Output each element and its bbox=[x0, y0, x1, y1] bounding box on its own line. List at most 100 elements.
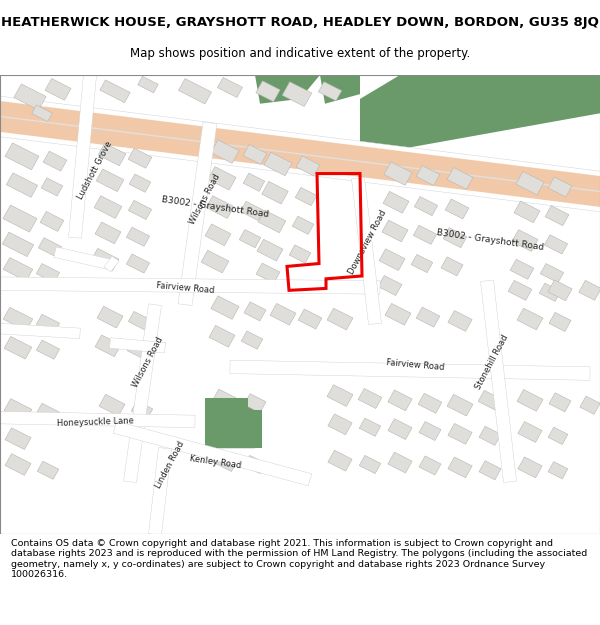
Polygon shape bbox=[0, 100, 600, 208]
Polygon shape bbox=[14, 84, 46, 110]
Polygon shape bbox=[385, 303, 411, 325]
Polygon shape bbox=[239, 229, 261, 248]
Polygon shape bbox=[327, 385, 353, 406]
Polygon shape bbox=[319, 82, 341, 101]
Polygon shape bbox=[548, 280, 572, 301]
Text: B3002 - Grayshott Road: B3002 - Grayshott Road bbox=[161, 195, 269, 219]
Polygon shape bbox=[378, 276, 402, 296]
Polygon shape bbox=[518, 422, 542, 442]
Polygon shape bbox=[128, 148, 152, 168]
Text: Wilsons Road: Wilsons Road bbox=[131, 336, 165, 389]
Text: Kenley Road: Kenley Road bbox=[188, 454, 241, 471]
Polygon shape bbox=[178, 79, 212, 104]
Polygon shape bbox=[388, 390, 412, 411]
Polygon shape bbox=[4, 336, 32, 359]
Polygon shape bbox=[327, 308, 353, 330]
Polygon shape bbox=[96, 169, 124, 192]
Polygon shape bbox=[37, 264, 59, 282]
Polygon shape bbox=[416, 166, 440, 186]
Polygon shape bbox=[5, 428, 31, 449]
Polygon shape bbox=[383, 191, 409, 213]
Polygon shape bbox=[131, 401, 153, 419]
Polygon shape bbox=[3, 205, 37, 232]
Polygon shape bbox=[68, 74, 97, 238]
Polygon shape bbox=[416, 307, 440, 327]
Polygon shape bbox=[415, 196, 437, 216]
Polygon shape bbox=[205, 224, 231, 246]
Polygon shape bbox=[517, 389, 543, 411]
Polygon shape bbox=[5, 454, 31, 476]
Polygon shape bbox=[549, 392, 571, 412]
Polygon shape bbox=[548, 462, 568, 479]
Polygon shape bbox=[295, 188, 317, 206]
Polygon shape bbox=[296, 156, 320, 176]
Polygon shape bbox=[37, 340, 59, 359]
Polygon shape bbox=[419, 421, 441, 441]
Polygon shape bbox=[110, 338, 166, 353]
Polygon shape bbox=[37, 314, 59, 333]
Polygon shape bbox=[124, 304, 161, 482]
Polygon shape bbox=[127, 227, 149, 246]
Polygon shape bbox=[352, 177, 382, 324]
Polygon shape bbox=[43, 151, 67, 171]
Polygon shape bbox=[37, 461, 59, 479]
Polygon shape bbox=[441, 257, 463, 276]
Polygon shape bbox=[517, 308, 543, 330]
Polygon shape bbox=[113, 421, 312, 486]
Polygon shape bbox=[258, 210, 286, 232]
Polygon shape bbox=[479, 461, 501, 480]
Text: Honeysuckle Lane: Honeysuckle Lane bbox=[56, 416, 134, 428]
Polygon shape bbox=[548, 177, 572, 197]
Polygon shape bbox=[241, 331, 263, 349]
Text: Contains OS data © Crown copyright and database right 2021. This information is : Contains OS data © Crown copyright and d… bbox=[11, 539, 587, 579]
Polygon shape bbox=[539, 283, 561, 301]
Polygon shape bbox=[411, 254, 433, 272]
Polygon shape bbox=[100, 80, 130, 102]
Polygon shape bbox=[95, 222, 121, 244]
Text: HEATHERWICK HOUSE, GRAYSHOTT ROAD, HEADLEY DOWN, BORDON, GU35 8JQ: HEATHERWICK HOUSE, GRAYSHOTT ROAD, HEADL… bbox=[1, 16, 599, 29]
Text: Linden Road: Linden Road bbox=[154, 439, 186, 489]
Polygon shape bbox=[97, 306, 123, 328]
Polygon shape bbox=[127, 341, 149, 359]
Polygon shape bbox=[206, 196, 234, 218]
Text: Fairview Road: Fairview Road bbox=[155, 281, 214, 296]
Polygon shape bbox=[548, 427, 568, 444]
Polygon shape bbox=[211, 140, 239, 163]
Polygon shape bbox=[244, 302, 266, 321]
Polygon shape bbox=[244, 394, 266, 412]
Polygon shape bbox=[37, 403, 59, 422]
Polygon shape bbox=[388, 419, 412, 439]
Polygon shape bbox=[208, 167, 236, 190]
Polygon shape bbox=[243, 144, 267, 164]
Polygon shape bbox=[217, 78, 242, 98]
Polygon shape bbox=[447, 394, 473, 416]
Polygon shape bbox=[41, 178, 63, 196]
Polygon shape bbox=[95, 335, 121, 357]
Polygon shape bbox=[359, 418, 381, 436]
Polygon shape bbox=[384, 162, 412, 185]
Polygon shape bbox=[54, 247, 111, 269]
Polygon shape bbox=[298, 309, 322, 329]
Polygon shape bbox=[149, 448, 172, 535]
Polygon shape bbox=[0, 411, 195, 428]
Polygon shape bbox=[0, 277, 380, 294]
Polygon shape bbox=[128, 201, 152, 219]
Polygon shape bbox=[7, 173, 38, 198]
Polygon shape bbox=[448, 311, 472, 331]
Polygon shape bbox=[510, 259, 534, 279]
Polygon shape bbox=[211, 296, 239, 319]
Polygon shape bbox=[257, 239, 283, 261]
Polygon shape bbox=[282, 82, 312, 106]
Polygon shape bbox=[359, 456, 381, 474]
Polygon shape bbox=[448, 424, 472, 444]
Polygon shape bbox=[518, 457, 542, 478]
Polygon shape bbox=[209, 326, 235, 347]
Polygon shape bbox=[514, 201, 540, 222]
Polygon shape bbox=[40, 211, 64, 231]
Polygon shape bbox=[328, 450, 352, 471]
Text: Stonehill Road: Stonehill Road bbox=[474, 333, 510, 391]
Polygon shape bbox=[292, 216, 314, 234]
Text: Ludshott Grove: Ludshott Grove bbox=[76, 140, 114, 201]
Polygon shape bbox=[478, 391, 502, 411]
Polygon shape bbox=[98, 143, 126, 166]
